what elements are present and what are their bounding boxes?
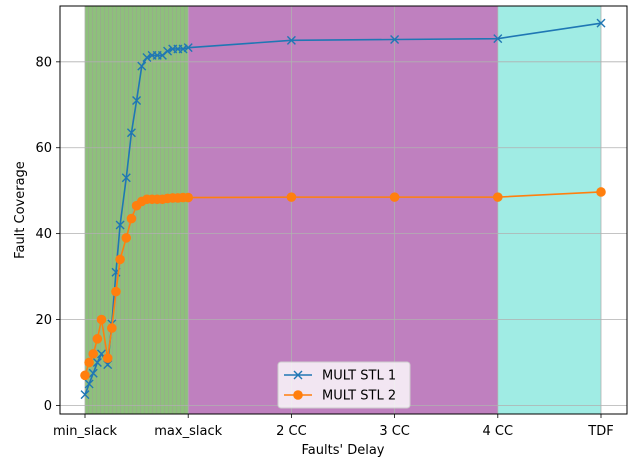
data-point — [92, 334, 103, 344]
legend-box — [277, 361, 411, 409]
data-point — [178, 44, 188, 54]
data-point — [96, 314, 107, 325]
y-tick-label: 40 — [35, 227, 52, 242]
x-tick-label: min_slack — [53, 424, 118, 439]
data-point — [121, 233, 132, 243]
data-point — [293, 390, 303, 400]
data-point — [596, 18, 606, 28]
data-point — [183, 43, 193, 53]
y-tick-label: 0 — [44, 399, 52, 414]
data-point — [286, 35, 296, 45]
data-point — [183, 192, 193, 203]
legend: MULT STL 1 MULT STL 2 — [277, 361, 411, 409]
data-point — [84, 379, 94, 389]
region-2 — [497, 6, 601, 414]
x-axis-title: Faults' Delay — [302, 443, 385, 458]
data-point — [390, 35, 400, 44]
data-point — [102, 353, 113, 363]
x-tick-label: 3 CC — [379, 424, 410, 439]
y-tick-label: 20 — [35, 313, 52, 328]
data-point — [132, 95, 142, 105]
series-1 — [80, 18, 606, 400]
data-point — [293, 370, 303, 380]
data-point — [111, 286, 121, 297]
y-axis-ticks: 0 20 40 60 80 — [35, 55, 60, 414]
y-tick-label: 60 — [35, 141, 52, 156]
data-point — [493, 192, 503, 202]
data-point — [115, 254, 125, 265]
x-tick-label: TDF — [587, 424, 613, 439]
plot-frame — [59, 5, 628, 415]
data-point — [126, 128, 136, 138]
x-axis-ticks: min_slack max_slack 2 CC 3 CC 4 CC TDF — [53, 414, 614, 439]
data-point — [107, 323, 117, 333]
data-point — [92, 357, 102, 367]
x-tick-label: 4 CC — [483, 424, 514, 439]
legend-label: MULT STL 2 — [322, 389, 396, 404]
y-tick-label: 80 — [35, 55, 52, 70]
x-tick-label: 2 CC — [276, 424, 307, 439]
grid-lines — [60, 6, 627, 414]
data-point — [137, 61, 147, 71]
data-point — [596, 187, 606, 197]
data-point — [84, 357, 94, 368]
data-series — [80, 18, 606, 400]
legend-label: MULT STL 1 — [322, 369, 396, 384]
series-2 — [80, 187, 606, 381]
data-point — [286, 192, 297, 202]
data-point — [115, 220, 125, 230]
y-axis-title: Fault Coverage — [13, 161, 28, 259]
data-point — [80, 390, 90, 400]
data-point — [493, 34, 503, 44]
shaded-regions — [85, 6, 601, 414]
data-point — [80, 370, 90, 381]
legend-entry: MULT STL 1 — [284, 369, 396, 384]
x-tick-label: max_slack — [154, 424, 222, 439]
data-point — [163, 46, 173, 56]
data-point — [121, 173, 131, 183]
data-point — [389, 192, 400, 202]
legend-entry: MULT STL 2 — [284, 389, 396, 404]
region-1 — [188, 6, 498, 414]
data-point — [88, 349, 99, 359]
data-point — [126, 213, 137, 224]
data-point — [142, 53, 152, 63]
data-point — [88, 368, 98, 378]
